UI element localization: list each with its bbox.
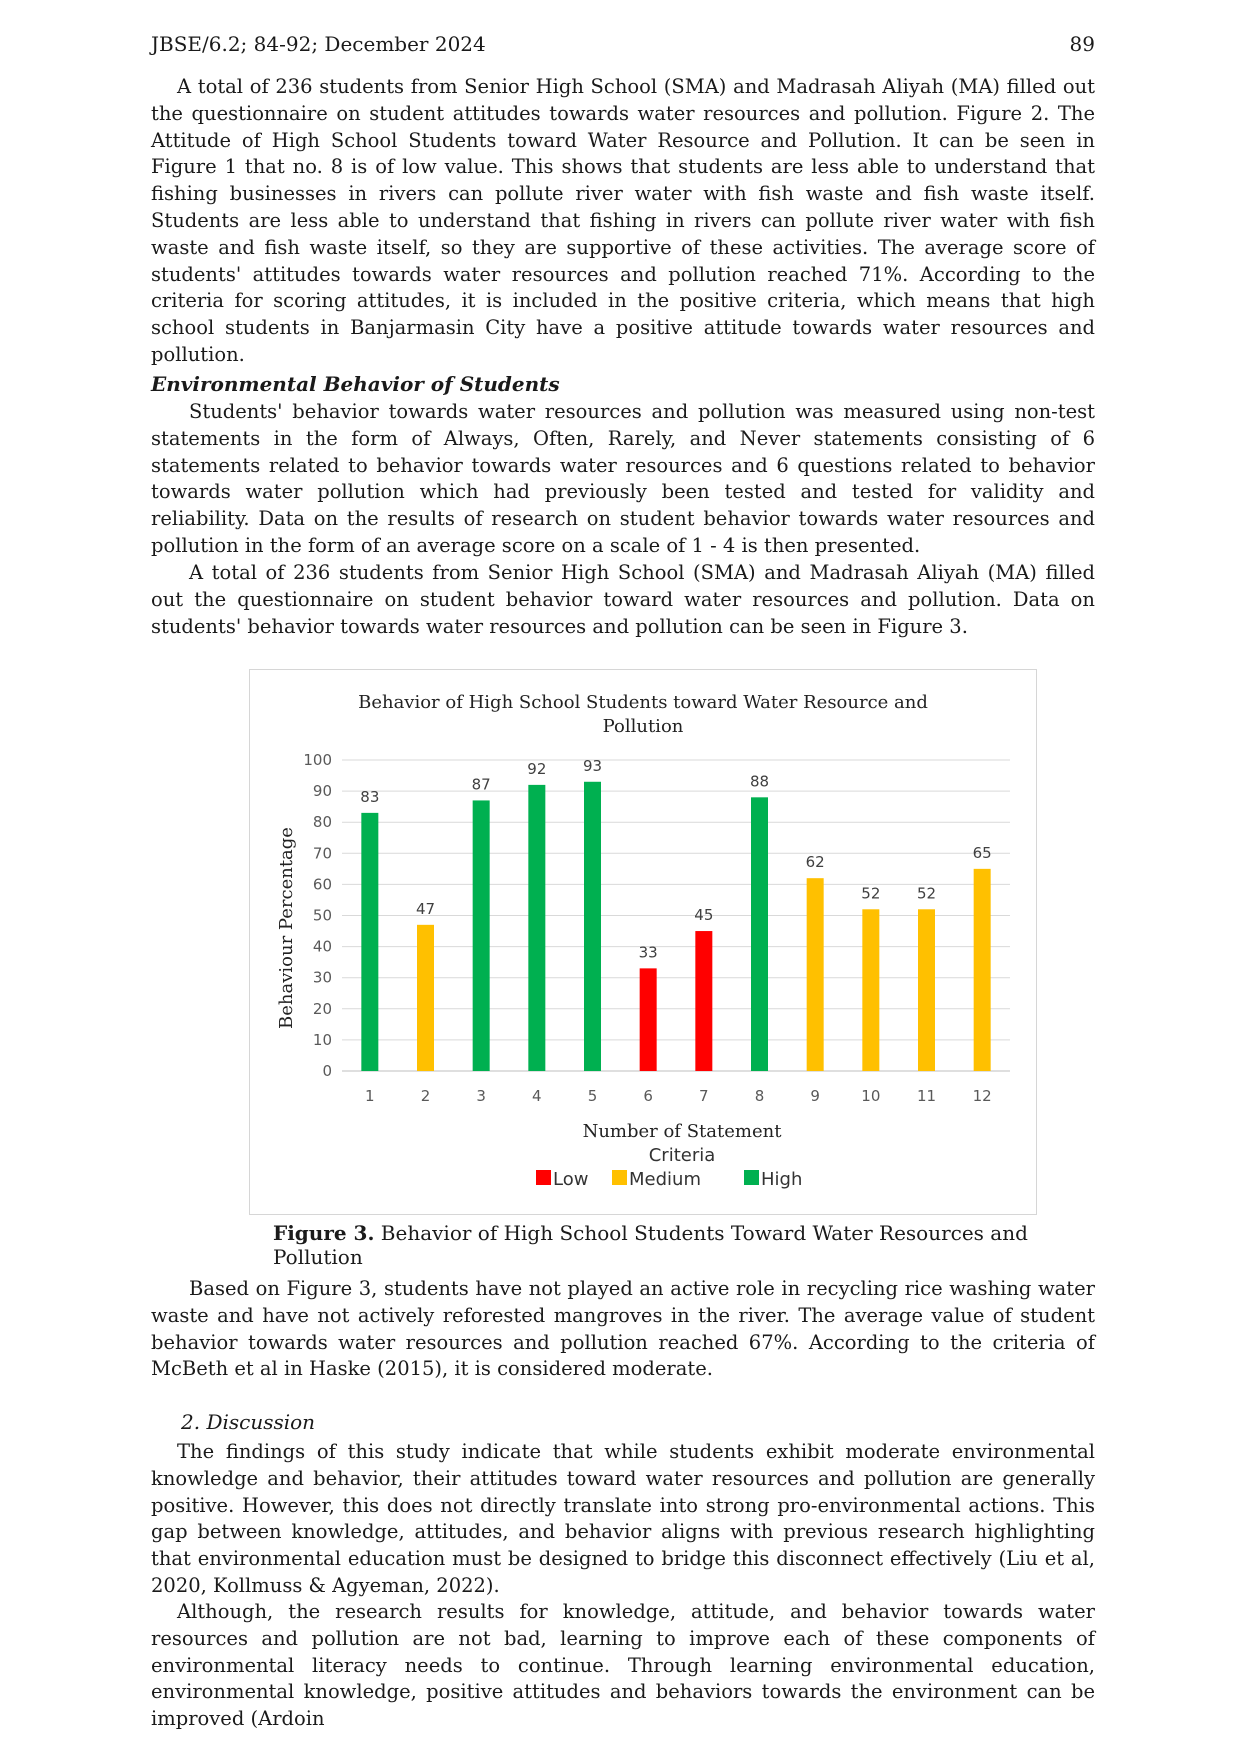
section-title: Environmental Behavior of Students: [151, 372, 560, 396]
x-tick-label: 3: [476, 1087, 486, 1105]
x-tick-label: 2: [421, 1087, 431, 1105]
bar: [862, 909, 880, 1071]
x-tick-label: 12: [973, 1087, 992, 1105]
bar: [918, 909, 935, 1071]
bar: [695, 931, 713, 1071]
gridlines: 0 10 20 30 40 50 60 70 80 90 100: [303, 751, 1010, 1080]
chart-title-line1: Behavior of High School Students toward …: [358, 692, 928, 713]
bar: [584, 781, 601, 1071]
legend-swatch: [612, 1170, 627, 1185]
x-tick-label: 5: [588, 1087, 598, 1105]
y-tick-label: 90: [313, 782, 332, 800]
bar: [472, 800, 490, 1071]
bar: [528, 784, 546, 1071]
y-tick-label: 100: [303, 751, 332, 769]
section-heading: Environmental Behavior of Students: [151, 372, 1095, 396]
y-tick-label: 20: [313, 1000, 332, 1018]
figure-caption: Figure 3. Behavior of High School Studen…: [273, 1221, 1095, 1269]
data-label: 45: [694, 906, 713, 924]
y-tick-label: 30: [313, 969, 332, 987]
bar-chart: Behavior of High School Students toward …: [276, 692, 1010, 1190]
data-label: 65: [973, 844, 992, 862]
legend-swatch: [536, 1170, 551, 1185]
paragraph-behavior-sample: A total of 236 students from Senior High…: [151, 561, 1095, 638]
data-label: 47: [416, 900, 435, 918]
legend-label: Medium: [629, 1169, 701, 1190]
legend: Low Medium High: [536, 1169, 802, 1190]
bar: [806, 878, 824, 1071]
y-tick-label: 70: [313, 844, 332, 862]
figure-3-chart: Behavior of High School Students toward …: [249, 669, 1037, 1215]
x-tick-label: 4: [532, 1087, 542, 1105]
bar: [417, 924, 434, 1071]
y-tick-label: 60: [313, 875, 332, 893]
data-label: 52: [917, 884, 936, 902]
journal-citation: JBSE/6.2; 84-92; December 2024: [151, 32, 486, 56]
data-label: 92: [527, 760, 546, 778]
legend-label: High: [761, 1169, 802, 1190]
chart-title-line2: Pollution: [603, 716, 684, 737]
x-tick-label: 10: [861, 1087, 880, 1105]
y-tick-label: 10: [313, 1031, 332, 1049]
paragraph-discussion-1: The findings of this study indicate that…: [151, 1440, 1095, 1597]
y-tick-label: 0: [322, 1062, 332, 1080]
paragraph-behavior-method: Students' behavior towards water resourc…: [151, 400, 1095, 557]
legend-title: Criteria: [649, 1145, 716, 1166]
data-label: 83: [360, 788, 379, 806]
x-axis-label: Number of Statement: [583, 1121, 783, 1142]
page-number: 89: [1069, 32, 1095, 56]
x-tick-label: 1: [365, 1087, 375, 1105]
figure-label: Figure 3.: [273, 1221, 375, 1245]
legend-label: Low: [553, 1169, 588, 1190]
legend-swatch: [744, 1170, 759, 1185]
x-tick-label: 6: [643, 1087, 653, 1105]
figure-caption-text: Behavior of High School Students Toward …: [273, 1221, 1028, 1269]
paragraph-discussion-2: Although, the research results for knowl…: [151, 1600, 1095, 1731]
paragraph-figure-interpretation: Based on Figure 3, students have not pla…: [151, 1277, 1095, 1381]
data-label: 88: [750, 772, 769, 790]
x-tick-label: 11: [917, 1087, 936, 1105]
bar: [973, 868, 991, 1071]
data-label: 87: [472, 775, 491, 793]
bar: [361, 812, 379, 1071]
data-label: 33: [639, 943, 658, 961]
y-tick-label: 40: [313, 938, 332, 956]
x-tick-label: 9: [810, 1087, 820, 1105]
x-tick-label: 7: [699, 1087, 709, 1105]
y-tick-label: 50: [313, 907, 332, 925]
bar: [751, 797, 768, 1071]
paragraph-attitude-results: A total of 236 students from Senior High…: [151, 75, 1095, 366]
discussion-heading: 2. Discussion: [181, 1410, 316, 1434]
data-label: 93: [583, 757, 602, 775]
y-axis-label: Behaviour Percentage: [276, 827, 297, 1029]
bar: [639, 968, 657, 1071]
x-tick-label: 8: [755, 1087, 765, 1105]
y-tick-label: 80: [313, 813, 332, 831]
data-label: 52: [861, 884, 880, 902]
data-label: 62: [806, 853, 825, 871]
